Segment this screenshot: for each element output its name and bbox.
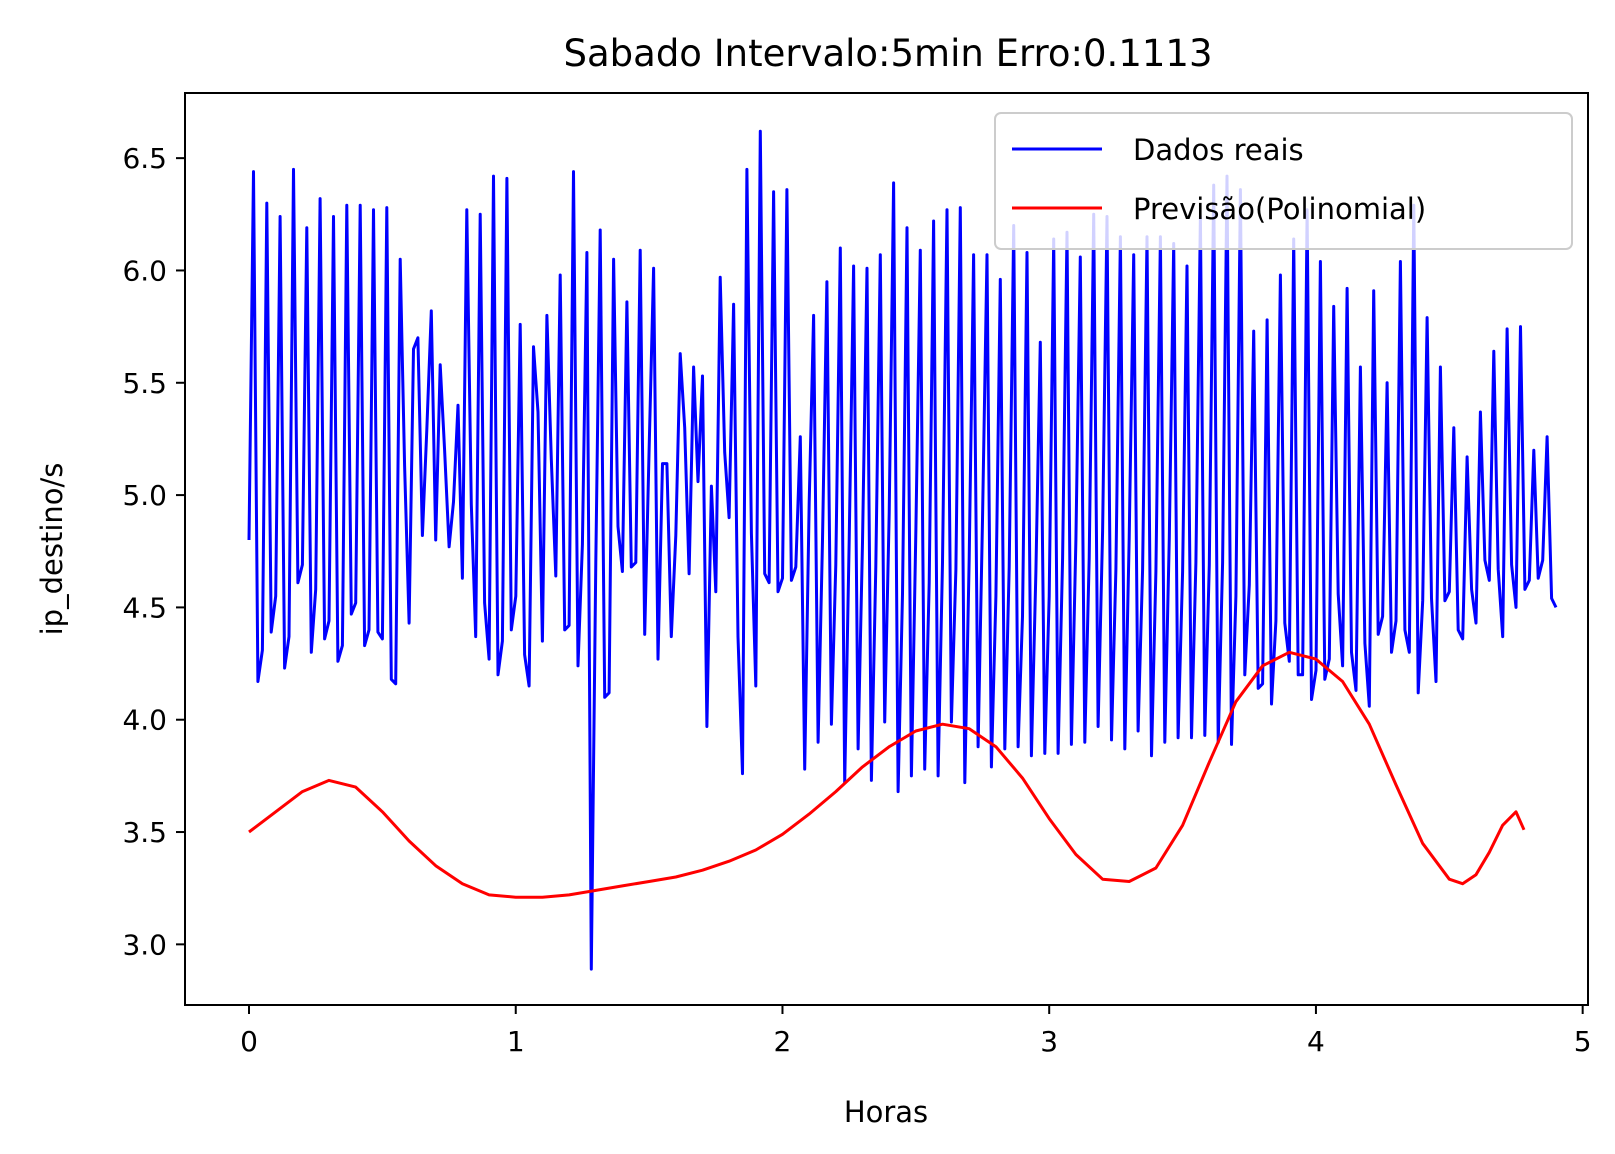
x-tick-label: 0 (240, 1025, 258, 1058)
y-tick-label: 5.0 (122, 479, 167, 512)
x-tick-label: 4 (1307, 1025, 1325, 1058)
x-tick-label: 1 (507, 1025, 525, 1058)
x-tick-label: 2 (774, 1025, 792, 1058)
y-axis: 3.0 3.5 4.0 4.5 5.0 5.5 6.0 6.5 (122, 142, 185, 961)
y-tick-label: 4.5 (122, 591, 167, 624)
x-axis: 0 1 2 3 4 5 (240, 1005, 1592, 1058)
legend-label-previsao: Previsão(Polinomial) (1133, 192, 1426, 226)
y-tick-label: 4.0 (122, 704, 167, 737)
series-line-previsao (248, 650, 1526, 899)
x-tick-label: 3 (1040, 1025, 1058, 1058)
legend: Dados reais Previsão(Polinomial) (994, 112, 1573, 250)
series-line-dados-reais (247, 129, 1558, 971)
series-layer (247, 129, 1558, 971)
legend-label-dados-reais: Dados reais (1133, 133, 1304, 167)
y-axis-label: ip_destino/s (35, 463, 69, 636)
x-axis-label: Horas (844, 1095, 928, 1129)
legend-frame (994, 112, 1573, 250)
y-tick-label: 6.5 (122, 142, 167, 175)
x-tick-label: 5 (1574, 1025, 1592, 1058)
plot-area (247, 129, 1558, 971)
y-tick-label: 5.5 (122, 367, 167, 400)
y-tick-label: 3.5 (122, 816, 167, 849)
y-tick-label: 6.0 (122, 254, 167, 287)
y-tick-label: 3.0 (122, 928, 167, 961)
chart-title: Sabado Intervalo:5min Erro:0.1113 (564, 32, 1213, 75)
plot-frame (184, 92, 1589, 1006)
